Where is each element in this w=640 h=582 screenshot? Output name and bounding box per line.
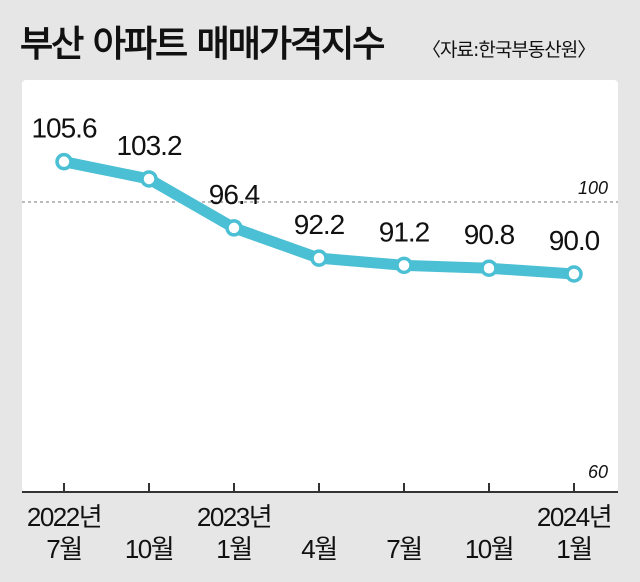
x-year-label: 2022년 bbox=[27, 502, 101, 532]
data-label: 90.8 bbox=[464, 219, 515, 250]
data-point bbox=[395, 256, 413, 275]
x-year-label: 2024년 bbox=[537, 502, 611, 532]
data-label: 90.0 bbox=[549, 225, 600, 256]
plot-area bbox=[22, 80, 618, 492]
data-point bbox=[140, 170, 158, 188]
data-label: 92.2 bbox=[294, 209, 345, 240]
x-tick-label: 4월 bbox=[301, 534, 336, 564]
data-point bbox=[55, 152, 73, 171]
x-tick-label: 10월 bbox=[125, 534, 173, 564]
x-tick-label: 1월 bbox=[556, 534, 591, 564]
data-label: 103.2 bbox=[116, 130, 181, 161]
data-label: 105.6 bbox=[31, 113, 96, 144]
x-tick-label: 10월 bbox=[465, 534, 513, 564]
x-year-label: 2023년 bbox=[197, 502, 271, 532]
x-tick-label: 1월 bbox=[216, 534, 251, 564]
x-tick-label: 7월 bbox=[46, 534, 81, 564]
chart-title: 부산 아파트 매매가격지수 bbox=[20, 24, 384, 65]
x-tick-label: 7월 bbox=[386, 534, 421, 564]
data-point bbox=[310, 249, 328, 267]
data-point bbox=[480, 259, 498, 277]
axis-min-label: 60 bbox=[588, 462, 608, 482]
data-label: 91.2 bbox=[379, 216, 430, 247]
reference-line-label: 100 bbox=[578, 178, 608, 198]
chart-source: 〈자료:한국부동산원〉 bbox=[422, 39, 595, 61]
data-label: 96.4 bbox=[209, 179, 260, 210]
data-point bbox=[225, 219, 243, 237]
data-point bbox=[565, 265, 583, 283]
